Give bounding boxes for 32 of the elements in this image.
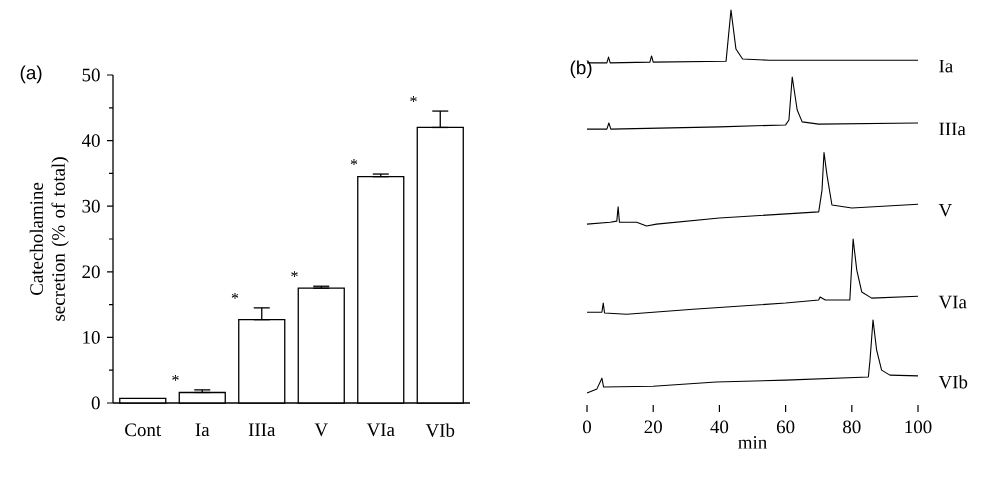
y-axis-title: Catecholamine secretion (% of total) bbox=[29, 157, 69, 321]
y-tick-label: 10 bbox=[83, 331, 100, 344]
x-tick-label: 60 bbox=[776, 420, 795, 434]
x-tick-label: VIb bbox=[425, 423, 455, 437]
series-label: VIb bbox=[938, 375, 968, 389]
series-label: Ia bbox=[939, 59, 953, 73]
x-axis-title: min bbox=[738, 436, 767, 449]
series-label: IIIa bbox=[939, 122, 966, 136]
y-tick-label: 20 bbox=[82, 265, 100, 279]
x-tick-label: 80 bbox=[843, 420, 861, 434]
annotation: * bbox=[172, 374, 179, 381]
y-tick-label: 30 bbox=[82, 199, 100, 213]
x-tick-label: 40 bbox=[710, 420, 729, 434]
y-tick-label: 0 bbox=[91, 396, 100, 410]
x-tick-label: 100 bbox=[905, 420, 932, 434]
x-tick-label: 20 bbox=[644, 420, 662, 434]
annotation: * bbox=[231, 292, 239, 299]
series-label: VIa bbox=[938, 295, 967, 309]
x-tick-label: Ia bbox=[195, 423, 210, 437]
x-tick-label: V bbox=[314, 423, 328, 437]
text: (b) bbox=[570, 60, 592, 79]
annotation: * bbox=[350, 159, 358, 165]
x-tick-label: IIIa bbox=[248, 423, 276, 437]
series-label: V bbox=[938, 203, 952, 217]
x-tick-label: 0 bbox=[583, 420, 592, 434]
x-tick-label: Cont bbox=[125, 423, 162, 437]
annotation: * bbox=[291, 271, 298, 278]
y-tick-label: 50 bbox=[82, 68, 100, 82]
chart-title: (a) bbox=[20, 65, 42, 84]
annotation: * bbox=[410, 96, 417, 102]
x-tick-label: VIa bbox=[366, 423, 395, 437]
y-tick-label: 40 bbox=[81, 134, 100, 147]
